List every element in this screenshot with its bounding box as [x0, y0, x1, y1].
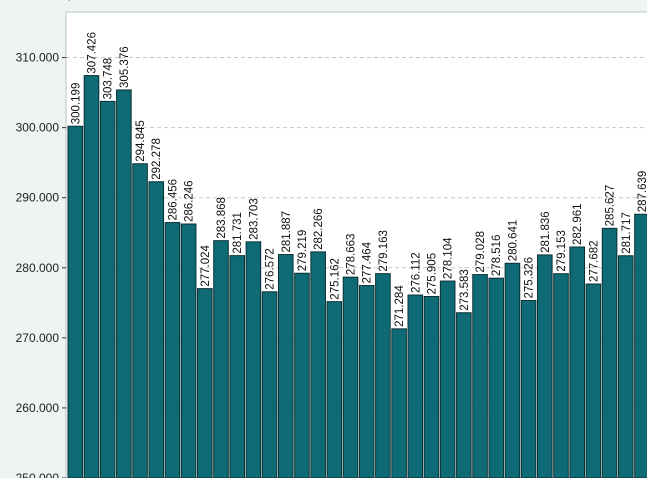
y-tick-label: 250.000 — [16, 471, 60, 478]
bar — [277, 254, 294, 478]
bar — [116, 89, 132, 478]
bar — [423, 295, 440, 478]
data-label: 286.246 — [184, 180, 196, 222]
bar — [375, 273, 391, 478]
data-label: 271.284 — [394, 285, 406, 327]
bar — [537, 254, 553, 478]
data-label: 278.516 — [491, 235, 503, 277]
data-label: 277.464 — [362, 241, 374, 283]
bar — [391, 328, 407, 478]
data-label: 283.703 — [248, 198, 260, 240]
bar — [148, 181, 165, 478]
data-label: 276.572 — [265, 248, 277, 290]
data-label: 275.162 — [329, 258, 341, 300]
data-label: 279.028 — [475, 231, 487, 273]
data-label: 279.219 — [297, 230, 309, 272]
bar — [326, 301, 343, 478]
bar — [164, 222, 181, 478]
data-label: 281.717 — [621, 212, 633, 254]
data-label: 305.376 — [119, 46, 131, 88]
bar — [504, 262, 521, 478]
y-tick-label: 270.000 — [16, 331, 60, 345]
bar — [294, 272, 310, 478]
data-label: 286.456 — [167, 179, 179, 221]
bar — [520, 300, 537, 478]
data-label: 278.104 — [443, 237, 455, 279]
bar — [245, 241, 262, 478]
data-label: 303.748 — [103, 58, 115, 100]
y-tick-label: 260.000 — [16, 401, 60, 415]
data-label: 273.583 — [459, 269, 471, 311]
y-tick-label: 310.000 — [16, 51, 60, 65]
y-tick-label: 290.000 — [16, 191, 60, 205]
bar — [83, 75, 100, 478]
data-label: 281.887 — [281, 211, 293, 253]
bar — [310, 251, 326, 478]
data-label: 280.641 — [507, 220, 519, 262]
bar — [634, 213, 647, 478]
data-label: 283.868 — [216, 197, 228, 239]
y-axis: 250.000 260.000 270.000 280.000 290.000 300.0… — [16, 51, 66, 478]
data-label: 292.278 — [151, 138, 163, 180]
bar — [569, 246, 585, 478]
bar — [197, 288, 213, 478]
data-label: 300.199 — [70, 83, 82, 125]
bar — [456, 312, 472, 478]
data-label: 277.024 — [200, 244, 212, 286]
y-tick-label: 300.000 — [16, 121, 60, 135]
bar — [488, 277, 505, 478]
bar — [180, 223, 197, 478]
data-label: 285.627 — [605, 185, 617, 227]
data-label: 294.845 — [135, 120, 147, 162]
data-label: 279.163 — [378, 230, 390, 272]
data-label: 307.426 — [86, 32, 98, 74]
bar — [358, 285, 375, 478]
bar — [439, 280, 456, 478]
bar — [132, 163, 148, 478]
bar — [229, 255, 245, 478]
bar — [67, 125, 84, 478]
bar — [213, 240, 229, 478]
data-label: 281.836 — [540, 211, 552, 253]
bar — [407, 294, 424, 478]
bar — [472, 274, 488, 478]
bar — [617, 255, 634, 478]
y-tick-label: 280.000 — [16, 261, 60, 275]
bar — [261, 291, 278, 478]
data-label: 275.905 — [426, 253, 438, 295]
bar — [585, 283, 602, 478]
data-label: 276.112 — [410, 252, 422, 293]
data-label: 275.326 — [524, 257, 536, 299]
bars — [67, 75, 647, 478]
header-text-fragment: ( — [66, 0, 70, 1]
data-label: 278.663 — [346, 234, 358, 276]
data-label: 282.266 — [313, 208, 325, 250]
bar — [601, 227, 618, 478]
data-label: 279.153 — [556, 230, 568, 272]
data-label: 281.731 — [232, 212, 244, 254]
data-label: 287.639 — [637, 171, 647, 213]
data-label: 282.961 — [572, 203, 584, 245]
bar — [342, 276, 359, 478]
data-labels: 300.199 307.426 303.748 305.376 294.845 292.2… — [70, 32, 647, 327]
bar — [553, 273, 569, 478]
data-label: 277.682 — [588, 240, 600, 282]
bar — [99, 100, 116, 478]
